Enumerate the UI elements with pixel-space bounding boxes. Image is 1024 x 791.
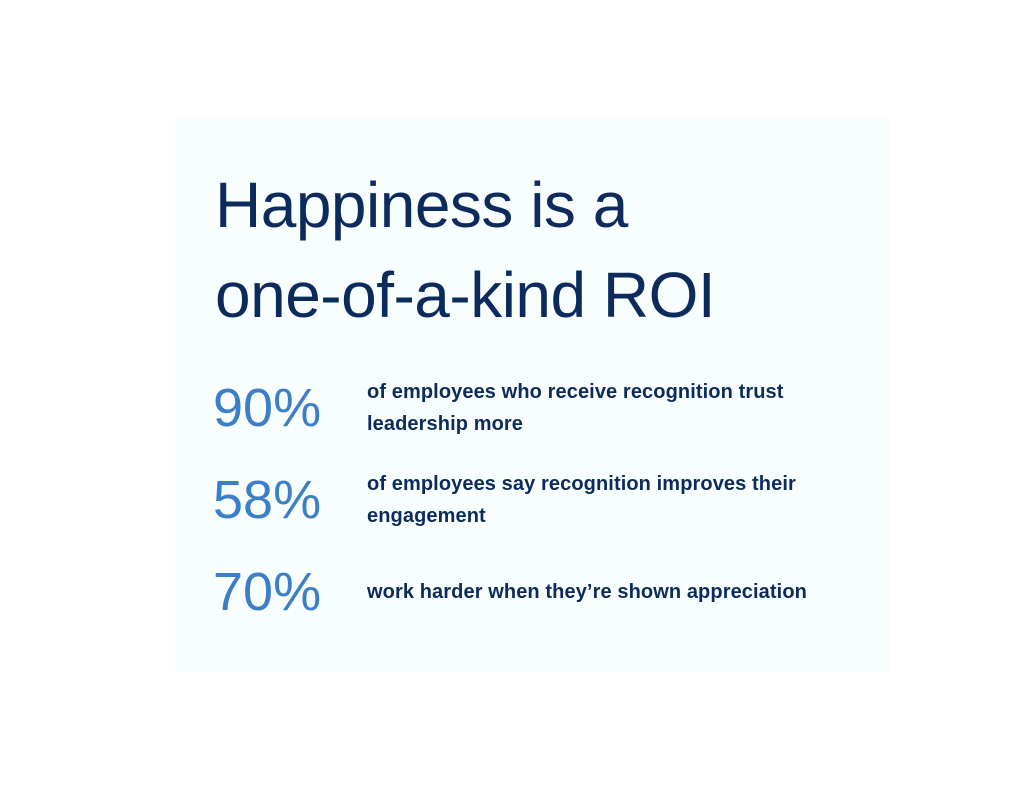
stat-text: of employees who receive recognition tru… [367,381,784,435]
stats-list: 90% of employees who receive recognition … [213,372,853,648]
title: Happiness is a one-of-a-kind ROI [215,160,716,340]
panel [175,118,890,672]
stat-value: 70% [213,562,322,622]
stat-row: 90% of employees who receive recognition … [213,372,853,444]
stat-row: 58% of employees say recognition improves… [213,464,853,536]
title-line: one-of-a-kind ROI [215,259,716,331]
stat-value: 90% [213,378,322,438]
title-line: Happiness is a [215,169,628,241]
stat-text: of employees say recognition improves th… [367,473,796,527]
stat-text: work harder when they’re shown appreciat… [367,581,807,603]
stat-value: 58% [213,470,322,530]
stat-row: 70% work harder when they’re shown apprec… [213,556,853,628]
